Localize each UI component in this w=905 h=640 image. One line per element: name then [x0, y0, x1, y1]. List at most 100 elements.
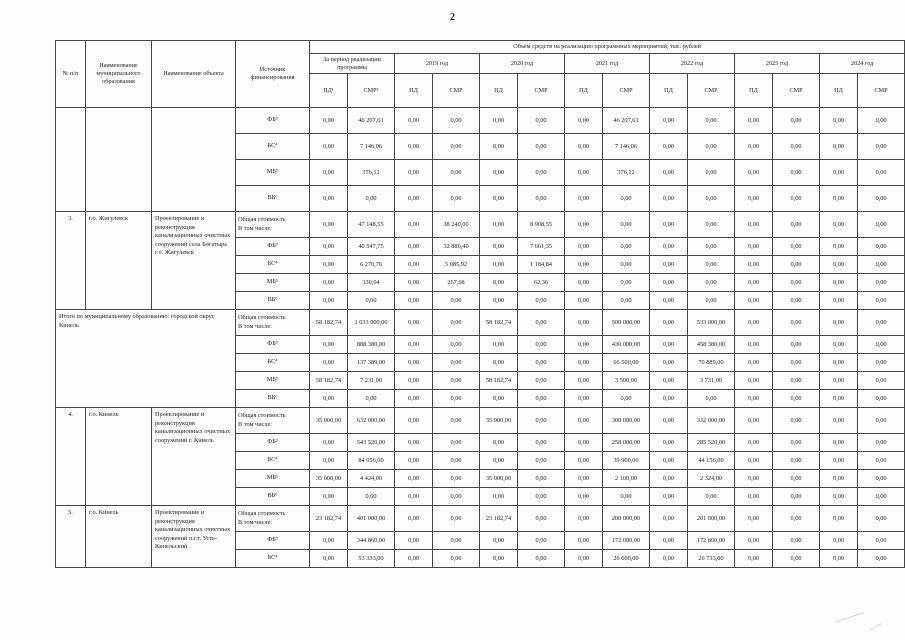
amount-cell: 0,00 — [772, 255, 820, 274]
object-cell — [151, 107, 236, 212]
amount-cell: 0,00 — [819, 133, 858, 160]
amount-cell: 0,00 — [347, 185, 395, 212]
amount-cell: 0,00 — [856, 353, 905, 372]
amount-cell: 0,00 — [394, 159, 433, 186]
amount-cell: 0,00 — [772, 185, 820, 212]
table-row: БС⁴ 0,00 53 333,00 0,00 0,00 0,00 0,00 0,00 26 6… — [56, 549, 905, 568]
amount-cell: 0,00 — [432, 407, 480, 434]
amount-cell: 0,00 — [734, 309, 773, 336]
amount-cell: 0,00 — [394, 451, 433, 470]
municipality-cell — [85, 107, 152, 212]
year-group-header: 2024 год — [818, 53, 905, 74]
amount-cell: 376,12 — [602, 159, 650, 186]
amount-cell: 0,00 — [687, 159, 735, 186]
amount-cell: 0,00 — [734, 549, 773, 568]
amount-cell: 0,00 — [602, 255, 650, 274]
amount-cell: 0,00 — [564, 505, 603, 532]
amount-cell: 0,00 — [649, 273, 688, 292]
amount-cell: 26 600,00 — [602, 549, 650, 568]
amount-cell: 0,00 — [602, 389, 650, 408]
amount-cell: 0,00 — [734, 107, 773, 134]
amount-cell: 0,00 — [856, 531, 905, 550]
amount-cell: 0,00 — [394, 133, 433, 160]
amount-cell: 58 182,74 — [479, 309, 518, 336]
amount-cell: 0,00 — [649, 549, 688, 568]
amount-cell: 0,00 — [564, 291, 603, 310]
amount-cell: 0,00 — [432, 469, 480, 488]
amount-cell: 0,00 — [564, 469, 603, 488]
funding-source-cell: ВБ⁶ — [235, 291, 310, 310]
amount-cell: 0,00 — [394, 273, 433, 292]
amount-cell: 0,00 — [479, 291, 518, 310]
amount-cell: 0,00 — [819, 255, 858, 274]
table-row: МБ⁵ 58 182,74 7 231,00 0,00 0,00 58 182,74 0,0… — [56, 371, 905, 390]
amount-cell: 0,00 — [479, 389, 518, 408]
table-row: 4. г.о. Кинель Проектирование и реконструк… — [55, 407, 905, 506]
amount-cell: 0,00 — [649, 451, 688, 470]
amount-cell: 0,00 — [819, 371, 858, 390]
amount-cell: 0,00 — [394, 407, 433, 434]
amount-cell: 0,00 — [432, 133, 480, 160]
amount-cell: 0,00 — [347, 389, 395, 408]
amount-cell: 0,00 — [772, 237, 820, 256]
amount-cell: 0,00 — [819, 159, 858, 186]
amount-cell: 285 520,00 — [687, 433, 735, 452]
amount-cell: 172 860,00 — [687, 531, 735, 550]
amount-cell: 62,36 — [517, 273, 565, 292]
amount-cell: 0,00 — [687, 237, 735, 256]
amount-cell: 0,00 — [432, 549, 480, 568]
funding-source-cell: ФБ³ — [235, 237, 310, 256]
amount-cell: 0,00 — [602, 291, 650, 310]
amount-cell: 0,00 — [309, 211, 348, 238]
amount-cell: 0,00 — [309, 237, 348, 256]
amount-cell: 0,00 — [772, 211, 820, 238]
amount-cell: 0,00 — [734, 353, 773, 372]
funding-source-cell: ВБ⁶ — [235, 185, 310, 212]
amount-cell: 0,00 — [772, 433, 820, 452]
amount-cell: 0,00 — [649, 255, 688, 274]
amount-cell: 0,00 — [479, 531, 518, 550]
amount-cell: 0,00 — [819, 335, 858, 354]
amount-cell: 0,00 — [309, 185, 348, 212]
amount-cell: 0,00 — [856, 389, 905, 408]
amount-cell: 0,00 — [564, 237, 603, 256]
amount-cell: 0,00 — [772, 371, 820, 390]
amount-cell: 0,00 — [432, 309, 480, 336]
amount-cell: 0,00 — [649, 469, 688, 488]
amount-cell: 0,00 — [517, 291, 565, 310]
amount-cell: 0,00 — [602, 185, 650, 212]
amount-cell: 0,00 — [564, 255, 603, 274]
funding-source-cell: БС⁴ — [235, 549, 310, 568]
smr-sub-header: СМР² — [347, 73, 395, 108]
amount-cell: 0,00 — [309, 159, 348, 186]
amount-cell: 0,00 — [309, 433, 348, 452]
object-cell: Проектирование и реконструкция канализац… — [151, 211, 236, 310]
amount-cell: 0,00 — [394, 469, 433, 488]
amount-cell: 0,00 — [564, 133, 603, 160]
funding-source-cell: МБ⁵ — [235, 273, 310, 292]
amount-cell: 7 661,35 — [517, 237, 565, 256]
smr-sub-header: СМР — [517, 73, 565, 108]
col-header-volume: Объем средств на реализацию программных … — [308, 40, 905, 54]
amount-cell: 0,00 — [517, 353, 565, 372]
amount-cell: 0,00 — [564, 549, 603, 568]
pd-sub-header: ПД — [564, 73, 603, 108]
amount-cell: 66 500,00 — [602, 353, 650, 372]
funding-source-cell: БС⁴ — [235, 451, 310, 470]
amount-cell: 0,00 — [856, 469, 905, 488]
col-header-num: № п/п — [55, 40, 86, 108]
amount-cell: 0,00 — [772, 107, 820, 134]
amount-cell: 0,00 — [856, 291, 905, 310]
table-row: ВБ⁶ 0,00 0,00 0,00 0,00 0,00 0,00 0,00 0,00 0,00 0… — [56, 389, 905, 408]
amount-cell: 0,00 — [432, 185, 480, 212]
table-row: БС⁴ 0,00 84 056,00 0,00 0,00 0,00 0,00 0,00 39 9… — [56, 451, 905, 470]
amount-cell: 0,00 — [394, 353, 433, 372]
amount-cell: 0,00 — [479, 255, 518, 274]
amount-cell: 0,00 — [687, 389, 735, 408]
amount-cell: 0,00 — [432, 433, 480, 452]
year-group-header: 2020 год — [479, 53, 565, 74]
amount-cell: 500 000,00 — [602, 309, 650, 336]
amount-cell: 0,00 — [649, 237, 688, 256]
amount-cell: 0,00 — [564, 273, 603, 292]
amount-cell: 0,00 — [856, 107, 905, 134]
